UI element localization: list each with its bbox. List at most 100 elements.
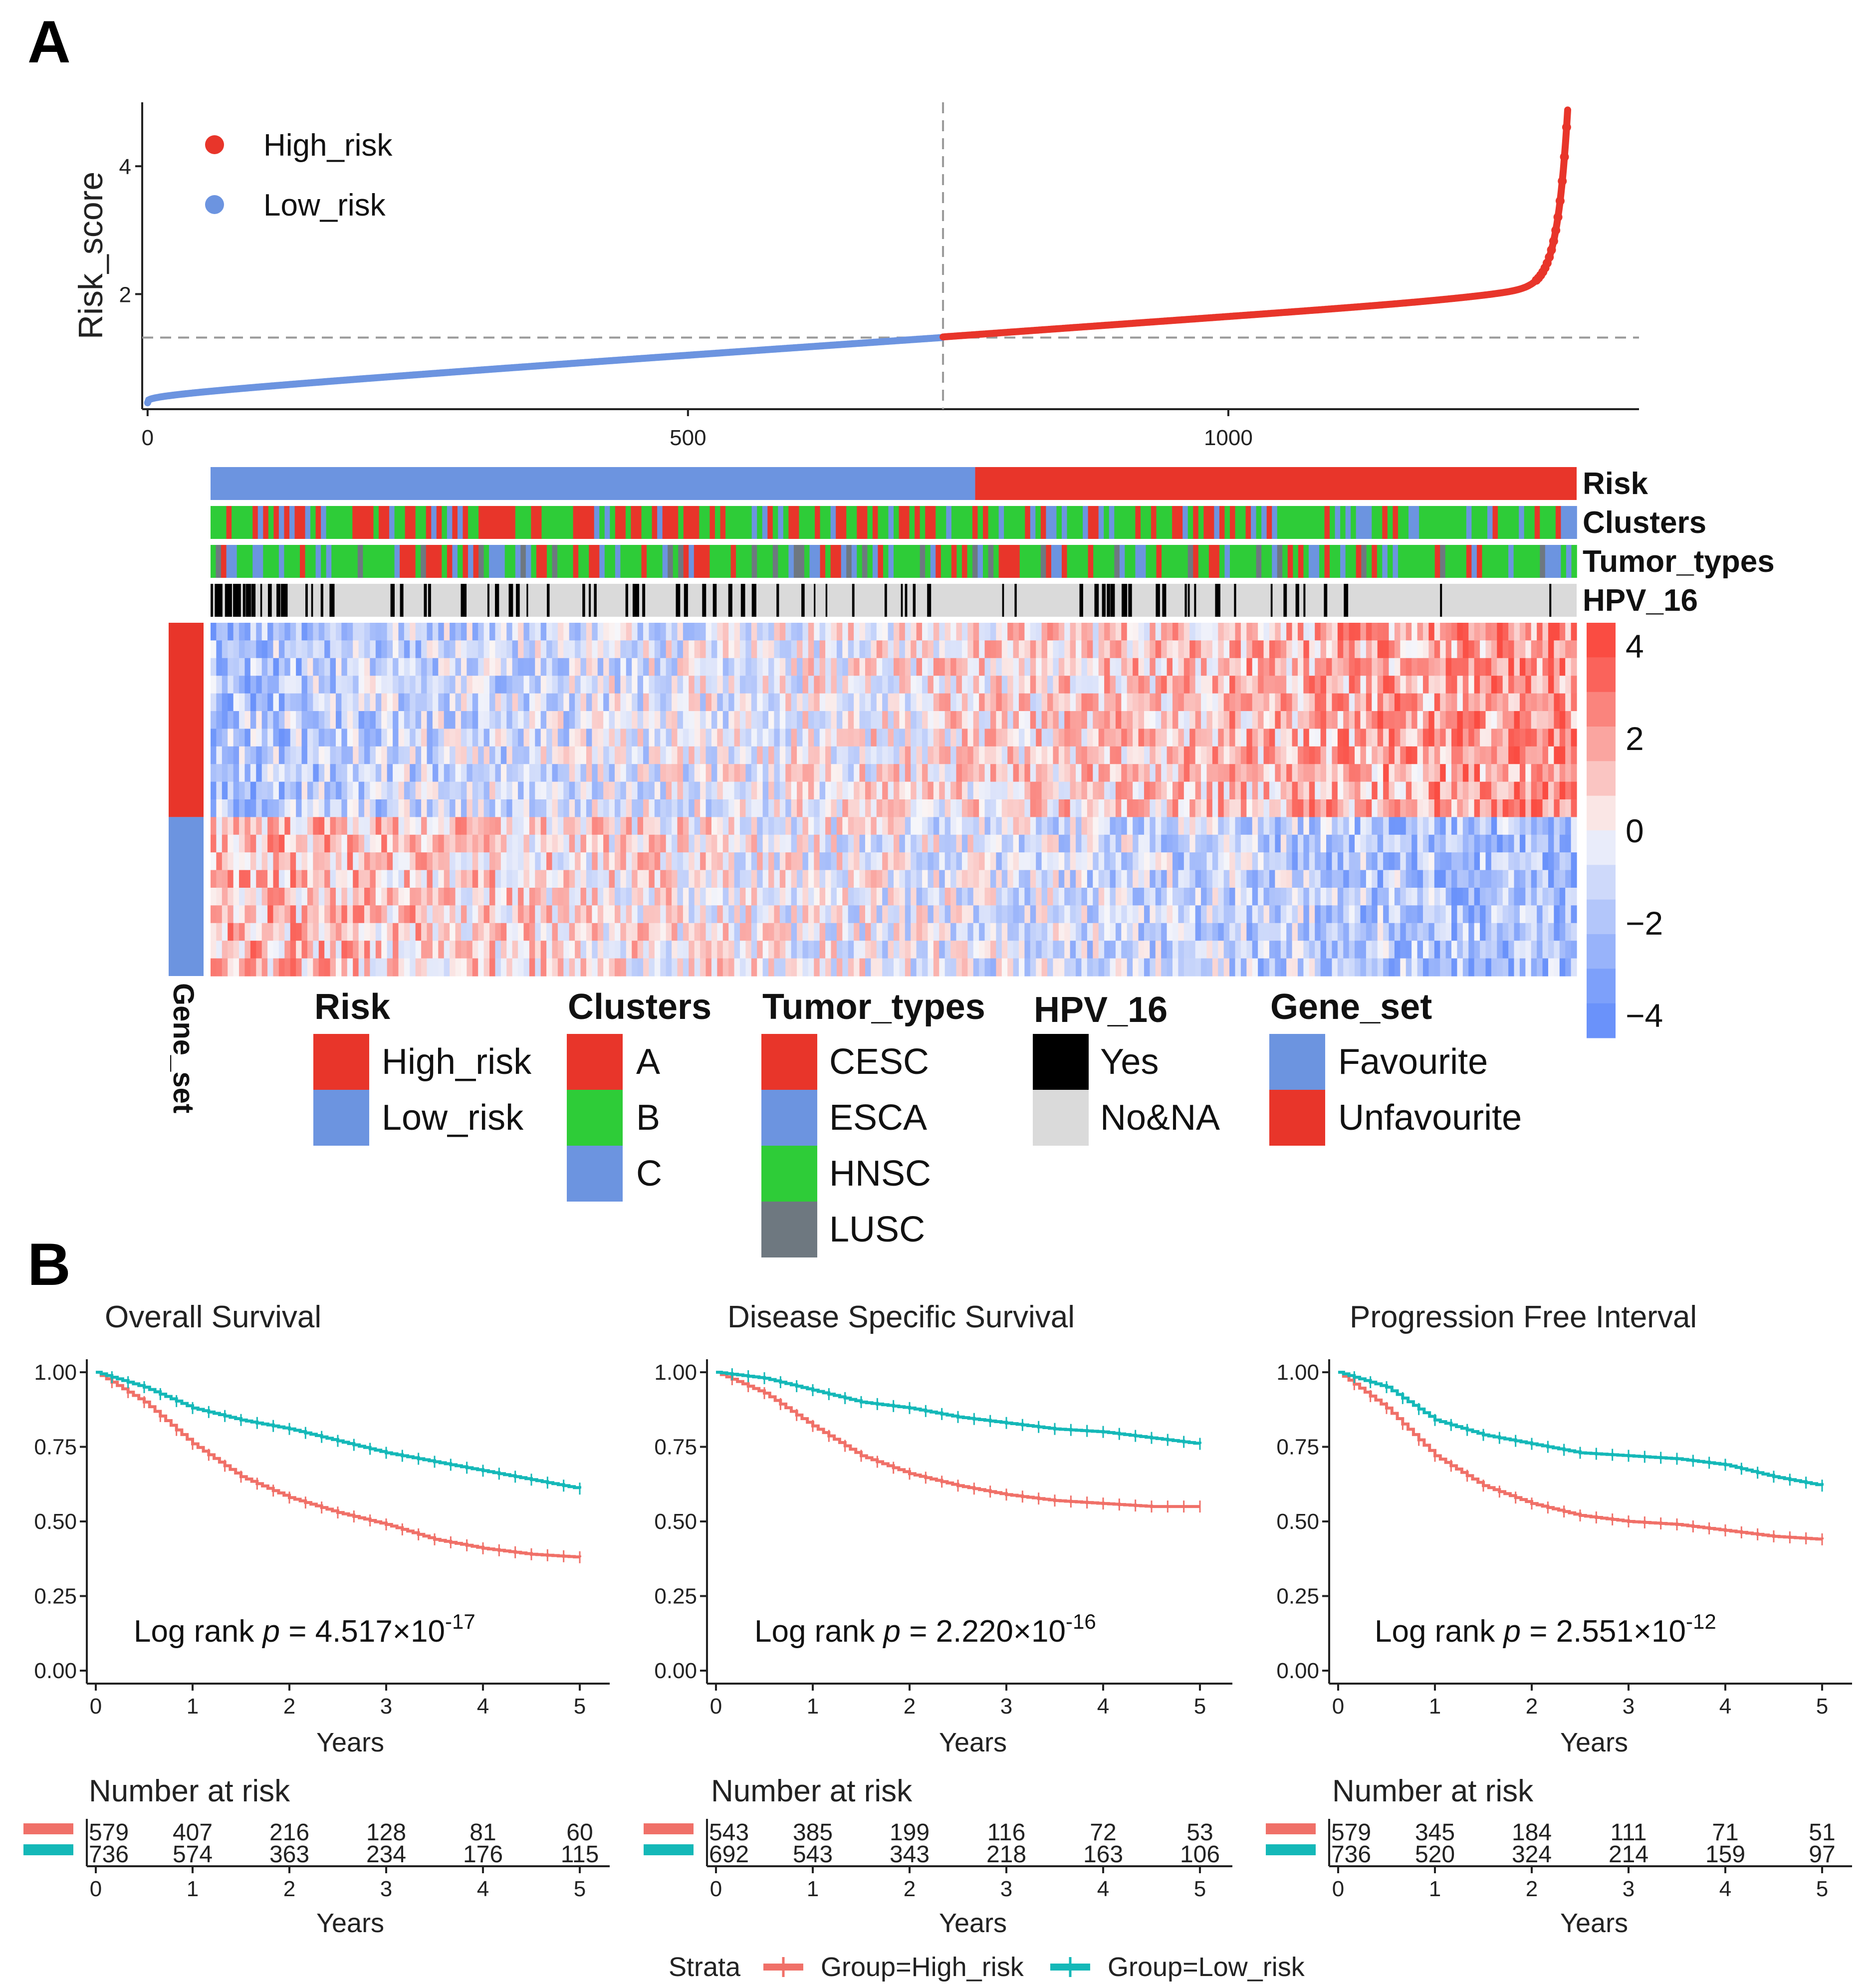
heatmap-cell: [1269, 640, 1275, 659]
heatmap-cell: [478, 640, 484, 659]
annot-cluster-stripe: [1056, 506, 1062, 539]
heatmap-cell: [467, 746, 473, 764]
heatmap-cell: [535, 817, 541, 835]
heatmap-cell: [859, 781, 866, 800]
heatmap-cell: [1292, 799, 1298, 817]
heatmap-cell: [1081, 817, 1088, 835]
heatmap-cell: [1474, 781, 1480, 800]
heatmap-cell: [950, 623, 957, 641]
heatmap-cell: [1172, 693, 1179, 712]
heatmap-cell: [785, 729, 792, 747]
heatmap-cell: [683, 870, 689, 888]
heatmap-cell: [1485, 870, 1492, 888]
heatmap-cell: [990, 799, 996, 817]
heatmap-cell: [387, 852, 393, 871]
heatmap-cell: [1007, 870, 1014, 888]
heatmap-cell: [324, 799, 331, 817]
heatmap-cell: [836, 905, 843, 924]
annot-cluster-stripe: [1282, 506, 1288, 539]
heatmap-cell: [603, 729, 610, 747]
heatmap-cell: [956, 817, 962, 835]
heatmap-cell: [1183, 923, 1190, 941]
heatmap-cell: [1280, 693, 1287, 712]
heatmap-cell: [1480, 711, 1486, 729]
heatmap-cell: [791, 870, 797, 888]
heatmap-cell: [472, 852, 478, 871]
heatmap-cell: [762, 711, 769, 729]
heatmap-cell: [1355, 781, 1361, 800]
heatmap-cell: [557, 729, 564, 747]
heatmap-cell: [1411, 905, 1418, 924]
heatmap-cell: [774, 905, 780, 924]
heatmap-cell: [1275, 693, 1281, 712]
heatmap-cell: [762, 640, 769, 659]
heatmap-cell: [933, 834, 939, 853]
heatmap-cell: [1246, 711, 1253, 729]
heatmap-cell: [1320, 799, 1327, 817]
heatmap-cell: [1098, 817, 1105, 835]
heatmap-cell: [1332, 817, 1338, 835]
annot-cluster-stripe: [1476, 506, 1483, 539]
heatmap-cell: [831, 711, 837, 729]
annot-cluster-stripe: [263, 506, 269, 539]
heatmap-cell: [381, 799, 388, 817]
annot-tumor-stripe: [211, 545, 217, 578]
heatmap-cell: [1133, 764, 1139, 782]
heatmap-cell: [745, 729, 752, 747]
heatmap-cell: [1434, 693, 1440, 712]
heatmap-cell: [973, 923, 979, 941]
heatmap-cell: [438, 693, 445, 712]
heatmap-cell: [1565, 658, 1572, 676]
heatmap-cell: [1206, 658, 1213, 676]
heatmap-cell: [1223, 870, 1230, 888]
heatmap-cell: [1212, 923, 1218, 941]
heatmap-cell: [956, 852, 962, 871]
heatmap-cell: [779, 817, 786, 835]
heatmap-cell: [1110, 764, 1116, 782]
heatmap-cell: [467, 888, 473, 906]
heatmap-cell: [967, 834, 974, 853]
heatmap-cell: [854, 781, 860, 800]
heatmap-cell: [1155, 781, 1162, 800]
heatmap-cell: [1474, 658, 1480, 676]
heatmap-cell: [1018, 640, 1025, 659]
annot-tumor-stripe: [389, 545, 395, 578]
heatmap-cell: [410, 746, 416, 764]
annot-tumor-stripe: [1498, 545, 1504, 578]
heatmap-cell: [1087, 746, 1093, 764]
annot-cluster-stripe: [1487, 506, 1493, 539]
heatmap-cell: [643, 870, 650, 888]
heatmap-cell: [393, 870, 399, 888]
heatmap-cell: [1263, 781, 1270, 800]
heatmap-cell: [353, 888, 359, 906]
heatmap-cell: [1508, 658, 1515, 676]
heatmap-cell: [1434, 676, 1440, 694]
heatmap-cell: [1189, 923, 1196, 941]
heatmap-cell: [284, 799, 291, 817]
heatmap-cell: [774, 746, 780, 764]
heatmap-cell: [717, 676, 723, 694]
heatmap-cell: [1542, 623, 1549, 641]
heatmap-cell: [1269, 711, 1275, 729]
heatmap-cell: [1223, 817, 1230, 835]
annot-hpv-mark: [712, 584, 717, 617]
heatmap-cell: [632, 781, 638, 800]
heatmap-cell: [1417, 658, 1423, 676]
heatmap-cell: [1326, 640, 1333, 659]
heatmap-cell: [375, 623, 382, 641]
heatmap-cell: [1263, 817, 1270, 835]
heatmap-cell: [1235, 905, 1241, 924]
heatmap-cell: [222, 923, 228, 941]
annot-cluster-stripe: [915, 506, 921, 539]
heatmap-cell: [739, 888, 746, 906]
heatmap-cell: [1246, 870, 1253, 888]
heatmap-cell: [233, 905, 239, 924]
heatmap-cell: [1110, 693, 1116, 712]
annot-cluster-stripe: [531, 506, 537, 539]
annot-tumor-stripe: [1434, 545, 1440, 578]
heatmap-cell: [250, 729, 256, 747]
heatmap-cell: [506, 834, 513, 853]
heatmap-cell: [1252, 640, 1258, 659]
heatmap-cell: [939, 905, 945, 924]
heatmap-cell: [1206, 799, 1213, 817]
